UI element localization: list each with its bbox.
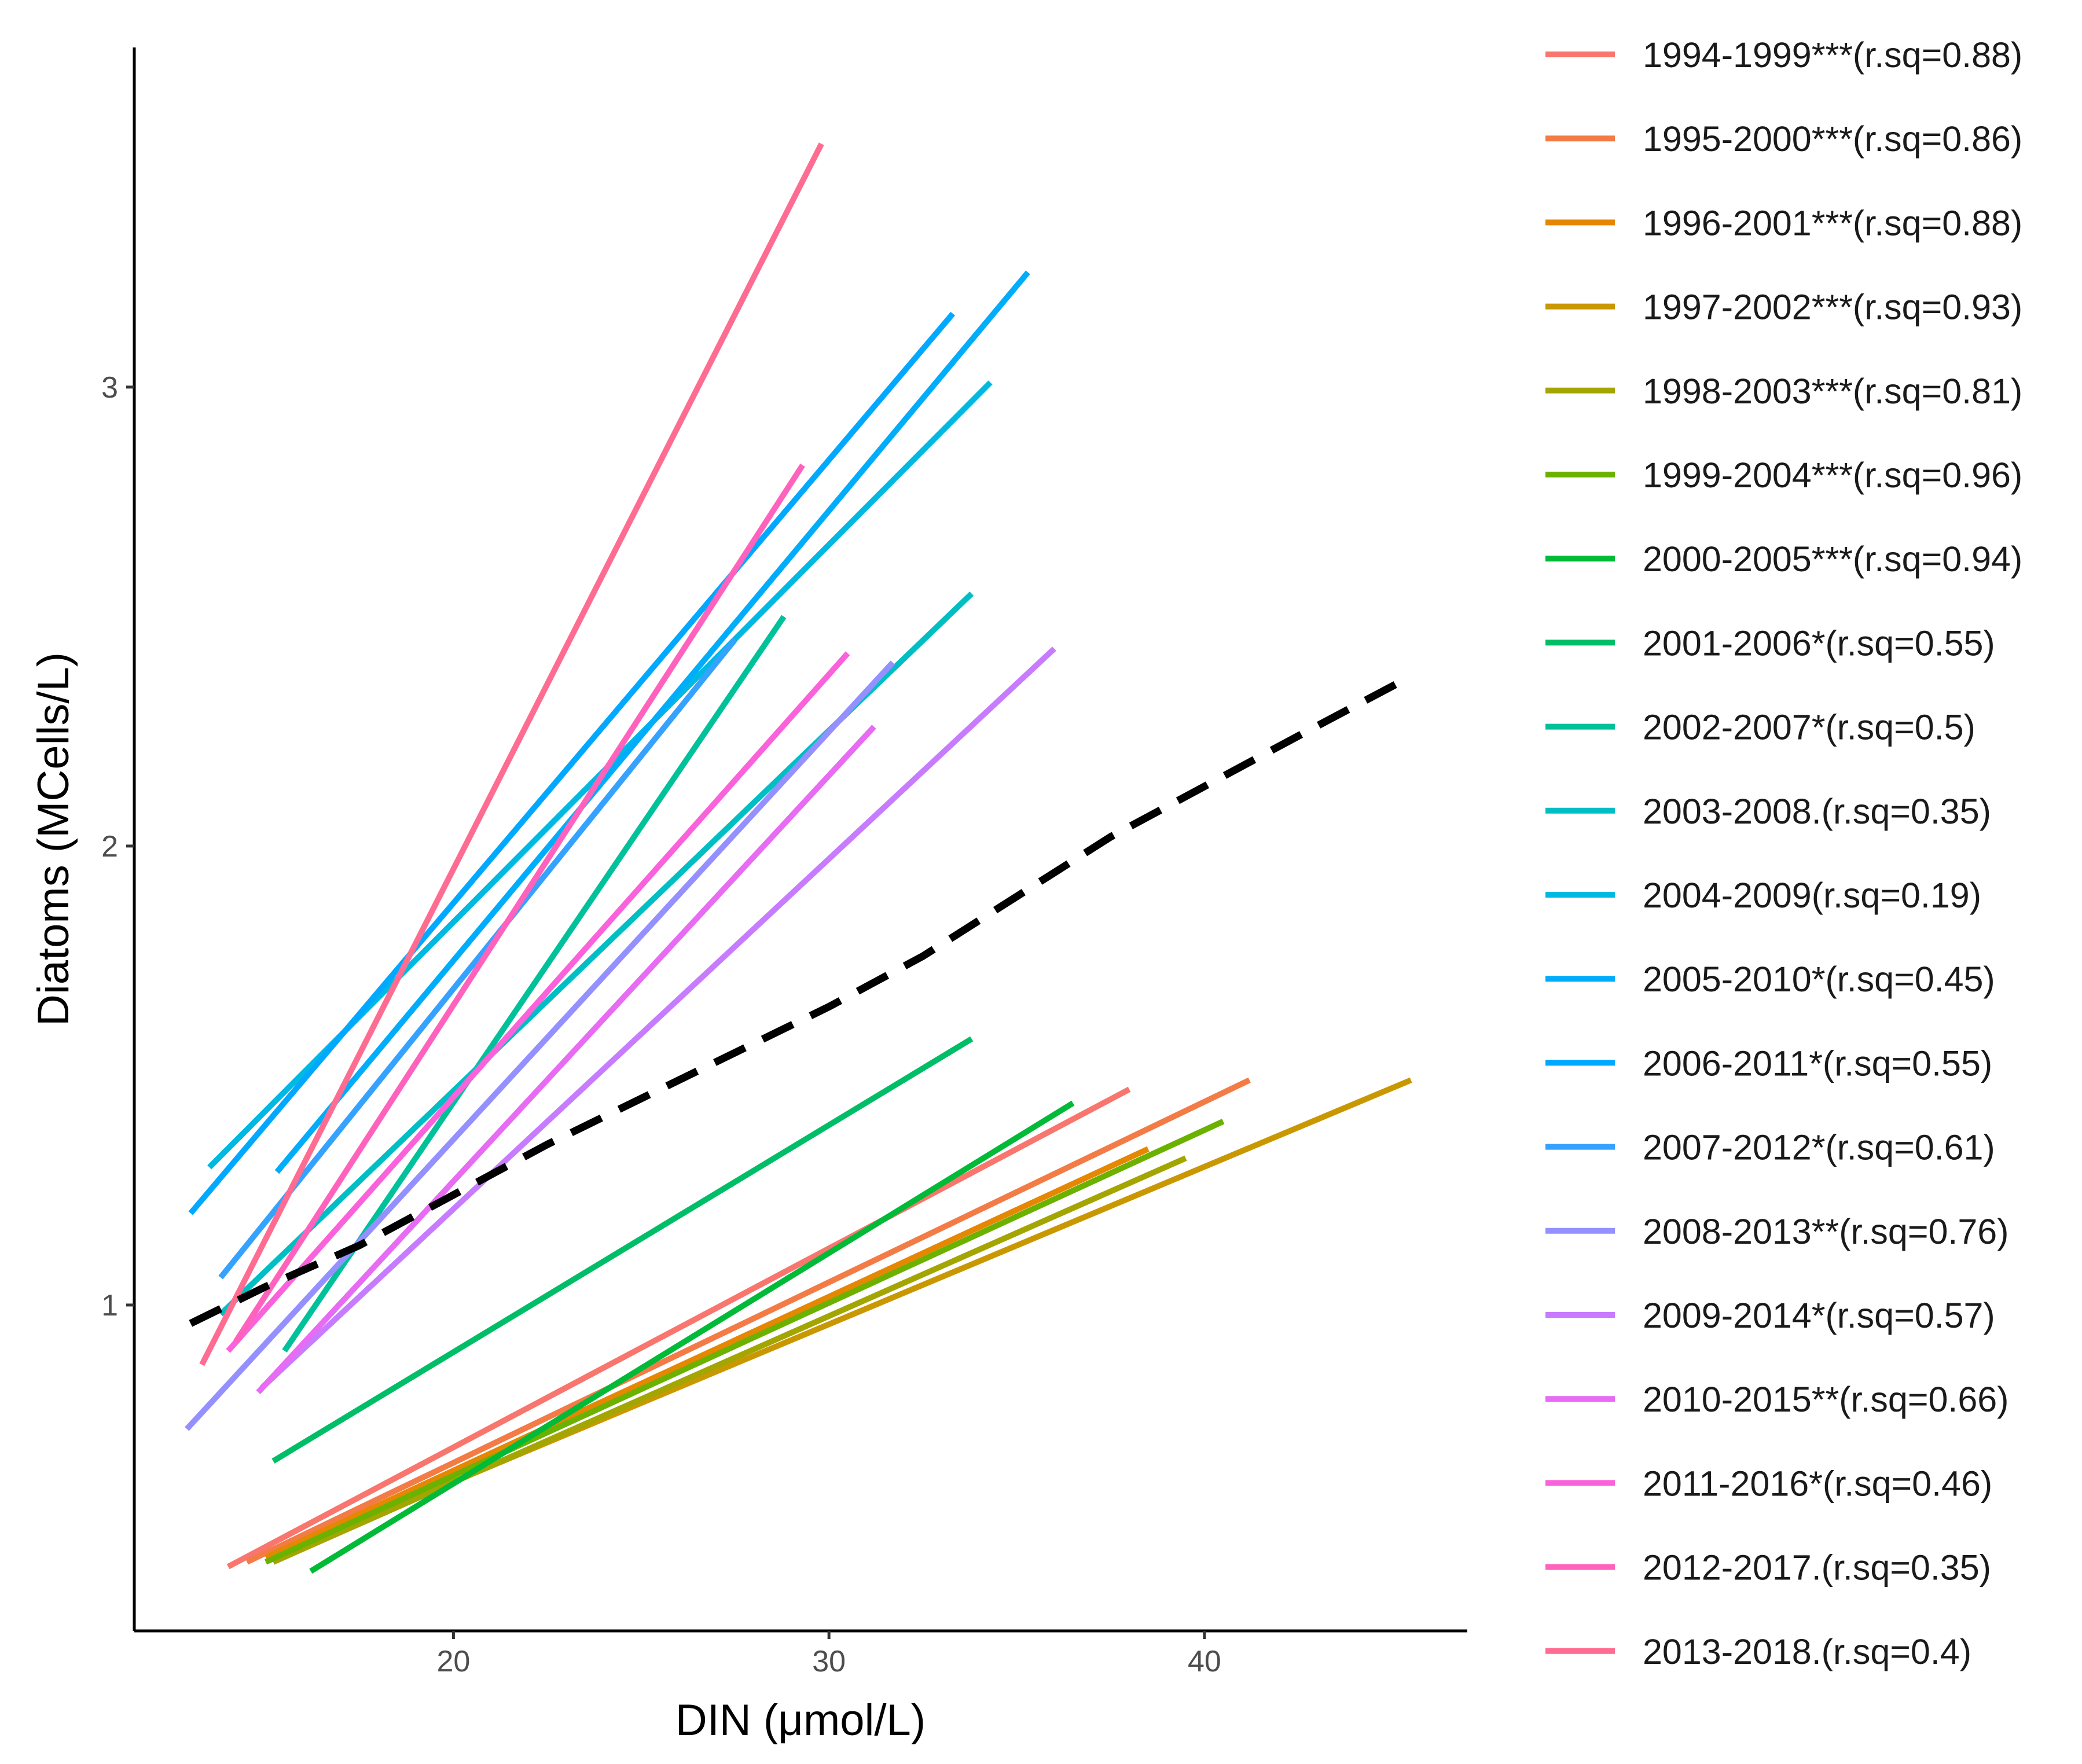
legend-item: 2011-2016*(r.sq=0.46) — [1545, 1464, 1992, 1503]
y-axis-title: Diatoms (MCells/L) — [29, 652, 78, 1026]
x-ticks: 20 30 40 — [437, 1631, 1221, 1678]
legend-label: 2001-2006*(r.sq=0.55) — [1643, 623, 1995, 663]
series-line-2006-2011 — [188, 311, 956, 1215]
legend-item: 2000-2005***(r.sq=0.94) — [1545, 539, 2022, 579]
legend-item: 2005-2010*(r.sq=0.45) — [1545, 960, 1995, 999]
x-axis-title: DIN (μmol/L) — [675, 1696, 926, 1745]
dashed-reference-line — [189, 672, 1413, 1327]
legend-label: 2006-2011*(r.sq=0.55) — [1643, 1043, 1992, 1083]
legend-item: 2009-2014*(r.sq=0.57) — [1545, 1296, 1995, 1335]
legend-label: 2010-2015**(r.sq=0.66) — [1643, 1380, 2009, 1419]
legend-item: 2007-2012*(r.sq=0.61) — [1545, 1128, 1995, 1167]
legend-label: 1995-2000***(r.sq=0.86) — [1643, 119, 2022, 159]
series-line-2009-2014 — [260, 646, 1056, 1390]
legend-item: 1999-2004***(r.sq=0.96) — [1545, 455, 2022, 495]
series-line-2010-2015 — [256, 725, 876, 1394]
series-line-2000-2005 — [309, 1100, 1075, 1574]
legend-label: 2003-2008.(r.sq=0.35) — [1643, 792, 1991, 831]
legend-item: 2010-2015**(r.sq=0.66) — [1545, 1380, 2009, 1419]
legend-item: 2012-2017.(r.sq=0.35) — [1545, 1548, 1991, 1587]
x-tick-label: 40 — [1188, 1645, 1221, 1678]
legend-label: 2013-2018.(r.sq=0.4) — [1643, 1632, 1971, 1671]
legend-item: 2013-2018.(r.sq=0.4) — [1545, 1632, 1971, 1671]
series-line-2005-2010 — [274, 270, 1030, 1174]
legend-label: 2004-2009(r.sq=0.19) — [1643, 876, 1981, 915]
series-line-2001-2006 — [271, 1036, 974, 1464]
legend: 1994-1999***(r.sq=0.88) 1995-2000***(r.sq… — [1545, 35, 2022, 1671]
x-tick-label: 20 — [437, 1645, 471, 1678]
series-line-1995-2000 — [245, 1077, 1251, 1565]
dashed-reference-line-layer — [189, 672, 1413, 1327]
legend-label: 2011-2016*(r.sq=0.46) — [1643, 1464, 1992, 1503]
series-line-1998-2003 — [271, 1155, 1187, 1565]
legend-item: 1998-2003***(r.sq=0.81) — [1545, 372, 2022, 411]
series-line-2008-2013 — [185, 660, 895, 1431]
legend-label: 2000-2005***(r.sq=0.94) — [1643, 539, 2022, 579]
legend-item: 1994-1999***(r.sq=0.88) — [1545, 35, 2022, 75]
legend-label: 2009-2014*(r.sq=0.57) — [1643, 1296, 1995, 1335]
legend-item: 1997-2002***(r.sq=0.93) — [1545, 288, 2022, 327]
legend-label: 1994-1999***(r.sq=0.88) — [1643, 35, 2022, 75]
legend-item: 2001-2006*(r.sq=0.55) — [1545, 623, 1995, 663]
legend-label: 2005-2010*(r.sq=0.45) — [1643, 960, 1995, 999]
plot-area: 1 2 3 20 30 40 — [101, 47, 1467, 1678]
legend-item: 2002-2007*(r.sq=0.5) — [1545, 708, 1975, 747]
legend-label: 1996-2001***(r.sq=0.88) — [1643, 203, 2022, 242]
series-line-2011-2016 — [226, 651, 850, 1353]
legend-label: 1997-2002***(r.sq=0.93) — [1643, 288, 2022, 327]
legend-item: 1995-2000***(r.sq=0.86) — [1545, 119, 2022, 159]
legend-label: 1998-2003***(r.sq=0.81) — [1643, 372, 2022, 411]
y-tick-label: 1 — [101, 1289, 118, 1322]
y-tick-label: 3 — [101, 371, 118, 405]
legend-item: 1996-2001***(r.sq=0.88) — [1545, 203, 2022, 242]
series-line-2007-2012 — [218, 637, 737, 1280]
series-line-2012-2017 — [233, 463, 805, 1344]
legend-item: 2008-2013**(r.sq=0.76) — [1545, 1212, 2009, 1251]
series-line-1996-2001 — [264, 1146, 1150, 1560]
legend-item: 2004-2009(r.sq=0.19) — [1545, 876, 1981, 915]
legend-item: 2003-2008.(r.sq=0.35) — [1545, 792, 1991, 831]
legend-item: 2006-2011*(r.sq=0.55) — [1545, 1043, 1992, 1083]
series-line-1994-1999 — [226, 1086, 1131, 1570]
y-tick-label: 2 — [101, 830, 118, 863]
legend-label: 2002-2007*(r.sq=0.5) — [1643, 708, 1975, 747]
x-tick-label: 30 — [812, 1645, 846, 1678]
legend-label: 2012-2017.(r.sq=0.35) — [1643, 1548, 1991, 1587]
legend-label: 2007-2012*(r.sq=0.61) — [1643, 1128, 1995, 1167]
series-line-2013-2018 — [199, 142, 824, 1366]
series-line-1999-2004 — [265, 1119, 1225, 1565]
legend-label: 2008-2013**(r.sq=0.76) — [1643, 1212, 2009, 1251]
series-lines — [185, 142, 1412, 1574]
legend-label: 1999-2004***(r.sq=0.96) — [1643, 455, 2022, 495]
y-ticks: 1 2 3 — [101, 371, 134, 1322]
